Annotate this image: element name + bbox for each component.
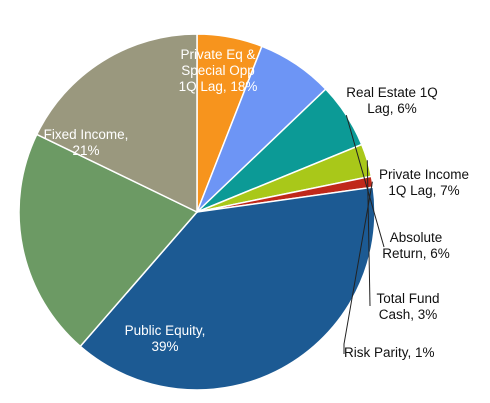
slice-label-line: 21% — [72, 143, 99, 158]
slice-labels: Real Estate 1Q Lag, 6%Private Income 1Q La… — [44, 47, 469, 360]
leader-lines — [343, 114, 385, 354]
slice-label-line: 1Q Lag, 18% — [179, 79, 258, 94]
slice-label: Public Equity, 39% — [125, 323, 206, 354]
slice-label-line: Public Equity, — [125, 323, 206, 338]
slice-label-line: Risk Parity, 1% — [344, 345, 435, 360]
slice-label-line: Total Fund — [376, 291, 439, 306]
slice-label: Absolute Return, 6% — [382, 230, 450, 261]
slice-label-line: Absolute — [390, 230, 443, 245]
slice-label-line: Fixed Income, — [44, 127, 129, 142]
pie-slice — [18, 133, 199, 348]
slice-label: Risk Parity, 1% — [344, 345, 435, 360]
leader-line — [366, 160, 371, 307]
slice-label: Real Estate 1Q Lag, 6% — [346, 85, 438, 116]
pie-slice — [35, 33, 198, 214]
slice-label-line: Cash, 3% — [379, 307, 438, 322]
slice-label: Fixed Income, 21% — [44, 127, 129, 158]
slice-label-line: Return, 6% — [382, 246, 450, 261]
slice-label-line: Real Estate 1Q — [346, 85, 438, 100]
pie-slice — [79, 186, 376, 391]
slice-label-line: 39% — [151, 339, 178, 354]
slice-label-line: Private Eq & — [180, 47, 255, 62]
slice-label: Private Eq & Special Opp 1Q Lag, 18% — [179, 47, 258, 94]
slice-label-line: Private Income — [379, 167, 469, 182]
slice-label: Total Fund Cash, 3% — [376, 291, 439, 322]
leader-line — [343, 181, 373, 354]
slice-label: Private Income 1Q Lag, 7% — [379, 167, 469, 198]
slice-label-line: Special Opp — [181, 63, 255, 78]
leader-line — [345, 114, 385, 248]
slice-label-line: 1Q Lag, 7% — [388, 183, 459, 198]
pie-slices — [18, 33, 376, 391]
slice-label-line: Lag, 6% — [367, 101, 417, 116]
